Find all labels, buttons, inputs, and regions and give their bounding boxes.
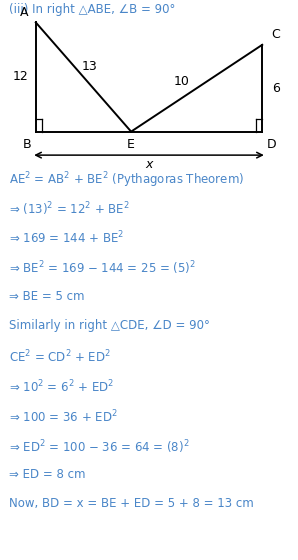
Text: AE$^{2}$ = AB$^{2}$ + BE$^{2}$ (Pythagoras Theorem): AE$^{2}$ = AB$^{2}$ + BE$^{2}$ (Pythagor… — [9, 171, 244, 190]
Text: ⇒ 10$^{2}$ = 6$^{2}$ + ED$^{2}$: ⇒ 10$^{2}$ = 6$^{2}$ + ED$^{2}$ — [9, 379, 114, 395]
Text: Similarly in right △CDE, ∠D = 90°: Similarly in right △CDE, ∠D = 90° — [9, 319, 210, 332]
Text: ⇒ 169 = 144 + BE$^{2}$: ⇒ 169 = 144 + BE$^{2}$ — [9, 230, 124, 247]
Text: (iii) In right △ABE, ∠B = 90°: (iii) In right △ABE, ∠B = 90° — [9, 3, 175, 16]
Text: 13: 13 — [82, 60, 97, 73]
Text: CE$^{2}$ = CD$^{2}$ + ED$^{2}$: CE$^{2}$ = CD$^{2}$ + ED$^{2}$ — [9, 349, 111, 366]
Text: B: B — [23, 138, 31, 151]
Text: 12: 12 — [13, 71, 29, 83]
Text: A: A — [20, 6, 28, 19]
Text: ⇒ BE = 5 cm: ⇒ BE = 5 cm — [9, 290, 84, 302]
Text: ⇒ ED = 8 cm: ⇒ ED = 8 cm — [9, 468, 86, 480]
Text: D: D — [266, 138, 276, 151]
Text: C: C — [271, 29, 280, 41]
Text: Now, BD = x = BE + ED = 5 + 8 = 13 cm: Now, BD = x = BE + ED = 5 + 8 = 13 cm — [9, 497, 254, 510]
Text: E: E — [127, 138, 135, 151]
Text: ⇒ (13)$^{2}$ = 12$^{2}$ + BE$^{2}$: ⇒ (13)$^{2}$ = 12$^{2}$ + BE$^{2}$ — [9, 200, 130, 218]
Text: x: x — [145, 158, 153, 171]
Text: 6: 6 — [272, 82, 280, 95]
Text: ⇒ ED$^{2}$ = 100 − 36 = 64 = (8)$^{2}$: ⇒ ED$^{2}$ = 100 − 36 = 64 = (8)$^{2}$ — [9, 438, 190, 455]
Text: ⇒ 100 = 36 + ED$^{2}$: ⇒ 100 = 36 + ED$^{2}$ — [9, 408, 117, 425]
Text: 10: 10 — [174, 75, 190, 88]
Text: ⇒ BE$^{2}$ = 169 − 144 = 25 = (5)$^{2}$: ⇒ BE$^{2}$ = 169 − 144 = 25 = (5)$^{2}$ — [9, 260, 196, 277]
